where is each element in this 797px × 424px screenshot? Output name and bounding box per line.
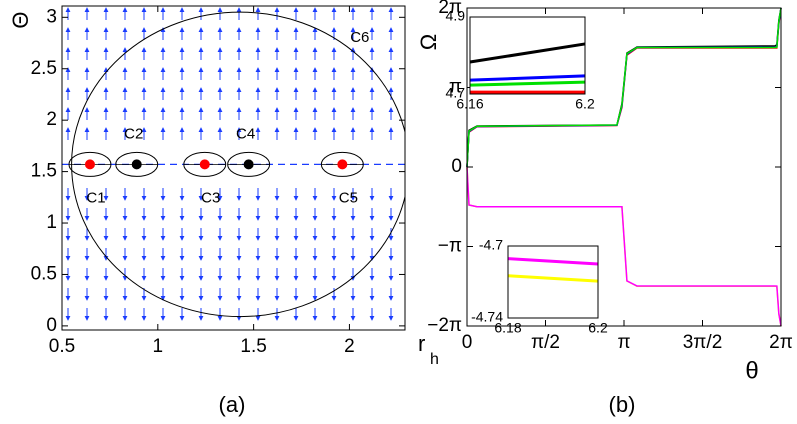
x-tick-label: 2 (344, 336, 355, 357)
axes-box (466, 7, 782, 327)
y-tick-label: 0 (46, 315, 57, 336)
y-axis-label: Ω (416, 34, 441, 50)
y-tick-label: 2 (46, 109, 57, 130)
y-tick-label: -4.7 (479, 237, 503, 253)
y-tick-label: 2π (438, 0, 462, 18)
x-tick-label: 1.5 (240, 336, 266, 357)
series-line (469, 42, 586, 64)
y-tick-label: 0 (451, 156, 462, 177)
x-axis-label: θ (745, 357, 758, 384)
y-tick-label: −π (438, 236, 462, 257)
series-line (507, 257, 599, 266)
fixed-point (199, 159, 210, 170)
inset-bg (508, 246, 598, 318)
y-tick-label: 4.7 (446, 85, 466, 101)
x-tick-label: 0 (462, 332, 473, 353)
series-line (466, 7, 782, 168)
x-axis-label-sub: h (430, 351, 439, 368)
point-label: C1 (86, 189, 105, 206)
point-label: C4 (236, 125, 255, 142)
series-line (469, 80, 586, 87)
y-tick-label: π (449, 77, 462, 98)
x-tick-label: 0.5 (49, 336, 75, 357)
inset: 6.18 6.2 -4.74 -4.7 (471, 237, 608, 336)
x-axis-label: r (418, 331, 425, 356)
y-tick-label: 3 (46, 6, 57, 27)
fixed-point (131, 159, 142, 170)
caption: (b) (609, 392, 636, 417)
point-label: C3 (201, 189, 220, 206)
x-tick-label: π (617, 332, 630, 353)
x-tick-label: 6.2 (588, 320, 608, 336)
point-label: C2 (124, 125, 143, 142)
y-tick-label: -4.74 (471, 309, 503, 325)
fixed-point (243, 159, 254, 170)
x-tick-label: 6.18 (494, 320, 521, 336)
series-line (507, 274, 599, 283)
x-tick-label: π/2 (531, 332, 560, 353)
series-line (466, 166, 782, 327)
axes-box (507, 245, 599, 319)
axes-box (469, 16, 586, 95)
x-tick-label: 1 (153, 336, 164, 357)
inset: 6.16 6.2 4.7 4.9 (446, 8, 595, 112)
y-tick-label: 0.5 (31, 263, 57, 284)
caption: (a) (219, 392, 246, 417)
x-tick-label: 6.2 (575, 96, 595, 112)
fixed-point (337, 159, 348, 170)
y-tick-label: 2.5 (31, 58, 57, 79)
y-tick-label: −2π (427, 315, 462, 336)
plot-bg (62, 6, 405, 330)
y-axis-label: Θ (8, 11, 33, 28)
point-label: C5 (339, 189, 358, 206)
y-tick-label: 4.9 (446, 8, 466, 24)
x-tick-label: 6.16 (456, 96, 483, 112)
series-line (469, 74, 586, 82)
x-tick-label: 2π (769, 332, 793, 353)
x-tick-label: 3π/2 (683, 332, 723, 353)
circle-label: C6 (350, 29, 369, 46)
y-tick-label: 1.5 (31, 161, 57, 182)
y-tick-label: 1 (46, 212, 57, 233)
panel-b: 0 π/2 π 3π/2 2π −2π −π 0 π 2π 6.16 6.2 4.7 4.9 6.18 6.2… (416, 0, 793, 417)
vector-field (65, 7, 394, 321)
axes-box (61, 5, 406, 331)
fixed-point (84, 159, 95, 170)
